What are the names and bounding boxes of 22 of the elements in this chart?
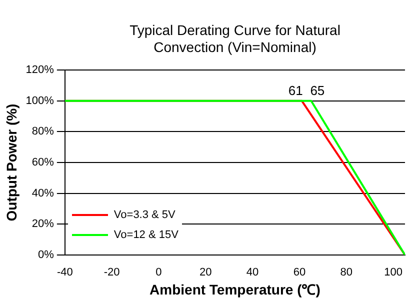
y-tick-label: 60%: [32, 156, 54, 169]
x-tick-label: 80: [340, 266, 352, 279]
y-tick-label: 0%: [38, 249, 54, 262]
y-tick-label: 120%: [26, 64, 54, 76]
y-tick-label: 20%: [32, 218, 54, 230]
y-axis-title: Output Power (%): [3, 104, 20, 222]
x-tick-label: 20: [200, 266, 212, 279]
x-tick-label: 60: [293, 266, 306, 279]
x-tick-label: -20: [104, 266, 120, 279]
x-tick-label: 0: [156, 266, 162, 279]
legend-label: Vo=12 & 15V: [114, 229, 178, 241]
x-tick-label: 100: [384, 266, 402, 279]
y-tick-label: 40%: [32, 187, 54, 200]
chart-title: Typical Derating Curve for Natural Convection (Vin=Nominal): [128, 22, 342, 56]
annotation: 61: [288, 82, 303, 98]
x-axis-title: Ambient Temperature (℃): [150, 281, 320, 298]
x-tick-label: 40: [246, 266, 259, 279]
legend-label: Vo=3.3 & 5V: [114, 209, 176, 221]
y-tick-label: 80%: [32, 126, 54, 138]
y-tick-label: 100%: [26, 94, 54, 107]
annotation: 65: [310, 82, 325, 98]
x-tick-label: -40: [56, 266, 73, 279]
